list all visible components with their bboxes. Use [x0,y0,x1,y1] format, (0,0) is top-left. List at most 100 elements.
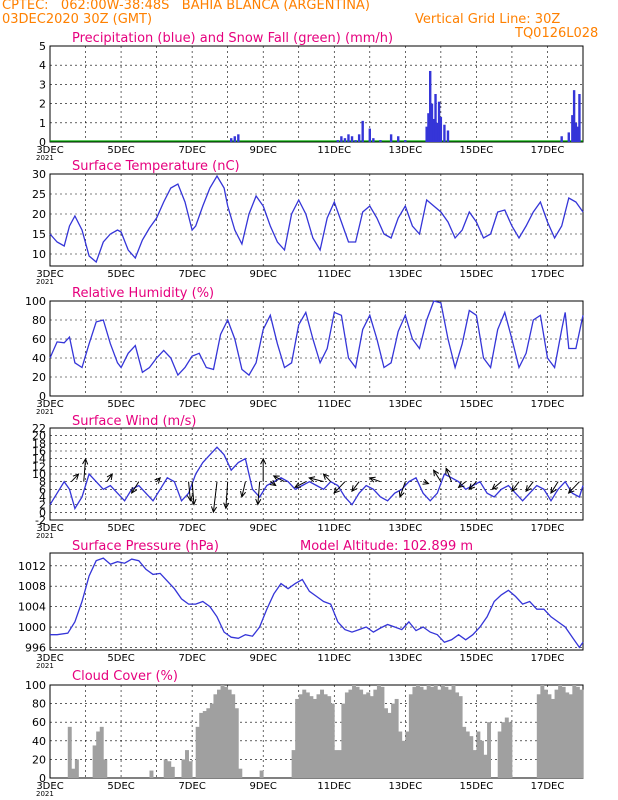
x-tick-label: 5DEC [107,399,134,410]
cloud-bar [67,726,72,778]
cloud-bar [508,722,513,778]
wind-arrow-head [210,506,218,514]
wind-arrow [369,477,381,483]
x-year-label: 2021 [36,408,54,416]
wind-arrow-head [131,487,137,495]
x-tick-label: 11DEC [317,269,351,280]
wind-arrow-head [525,485,532,493]
panel-subtitle: Model Altitude: 102.899 m [300,539,473,554]
cloud-bar [412,686,417,778]
cloud-bar [99,726,104,778]
x-tick-label: 5DEC [107,523,134,534]
precip-bar [436,122,439,142]
x-tick-label: 13DEC [388,653,422,664]
wind-arrow [106,473,113,482]
precip-bar [237,134,240,142]
x-year-label: 2021 [36,278,54,286]
cloud-bar [469,736,474,778]
y-tick-label: 10 [32,248,46,261]
y-tick-label: 1012 [18,560,46,573]
x-year-label: 2021 [36,662,54,670]
series-line-temp [49,174,584,264]
wind-arrow-head [72,473,80,480]
cloud-bar [540,685,545,778]
cloud-bar [359,689,364,778]
cloud-bar [206,708,211,778]
precip-bar [432,118,435,142]
series-line-wind [49,446,584,511]
wind-arrow-head [272,475,280,482]
cloud-bar [572,685,577,778]
wind-arrow-head [186,494,193,502]
precip-bar [439,117,443,142]
y-tick-label: 1008 [18,580,46,593]
wind-arrow [191,481,195,505]
cloud-bar [188,761,193,778]
cloud-bar [217,689,221,778]
cloud-bar [447,689,452,778]
cloud-bar [543,689,548,778]
wind-arrow-head [255,498,262,506]
y-tick-label: 15 [32,228,46,241]
x-tick-label: 11DEC [317,781,351,792]
precip-bar [572,90,576,142]
cloud-bar [472,750,477,778]
precip-bar [372,138,375,142]
cloud-bar [476,731,481,778]
cloud-bar [366,692,371,778]
x-tick-label: 5DEC [107,145,134,156]
cloud-bar [348,689,353,778]
cloud-bar [167,761,172,778]
y-tick-label: 14 [32,453,46,466]
wind-arrow [468,481,477,490]
panel-frame-temp [49,173,584,267]
y-tick-label: 18 [32,437,46,450]
precip-bar [397,136,400,142]
x-tick-label: 9DEC [250,781,277,792]
series-line-rh [49,300,584,377]
y-tick-label: 0 [39,506,46,519]
cloud-bar [227,689,232,778]
precip-bar [357,134,361,142]
y-tick-label: 8 [39,476,46,489]
precip-bar [379,140,382,142]
panel-title: Surface Pressure (hPa) [72,539,219,554]
precip-bar [574,122,578,142]
x-tick-label: 9DEC [250,269,277,280]
wind-arrow [333,481,346,494]
x-tick-label: 3DEC [36,399,63,410]
wind-arrow-head [190,498,197,506]
precip-bar [404,140,407,142]
panel-title: Relative Humidity (%) [72,286,214,301]
precip-bar [343,138,347,142]
wind-arrow [399,481,406,498]
wind-arrow [241,481,246,497]
x-tick-label: 15DEC [460,145,494,156]
wind-arrow [351,481,360,492]
wind-arrow [212,481,218,513]
x-tick-label: 3DEC [36,781,63,792]
cloud-bar [302,689,307,778]
cloud-bar [415,685,420,778]
wind-arrow-head [260,457,267,465]
y-tick-label: 1000 [18,621,46,634]
cloud-bar [376,685,381,778]
x-tick-label: 9DEC [250,145,277,156]
x-year-label: 2021 [36,532,54,540]
panel-title: Surface Temperature (nC) [72,159,240,174]
cloud-bar [323,694,328,778]
panel-frame-precip [49,45,584,143]
precip-bar [443,124,446,142]
y-tick-label: 2 [39,499,46,512]
x-tick-label: 3DEC [36,653,63,664]
cloud-bar [231,694,236,778]
cloud-bar [74,759,79,778]
precip-bar [427,113,430,142]
cloud-bar [103,759,108,778]
x-tick-label: 7DEC [178,523,205,534]
cloud-bar [497,731,502,778]
y-tick-label: 0 [39,390,46,403]
wind-arrow-head [308,476,316,483]
x-tick-label: 3DEC [36,145,63,156]
cloud-bar [380,686,385,778]
